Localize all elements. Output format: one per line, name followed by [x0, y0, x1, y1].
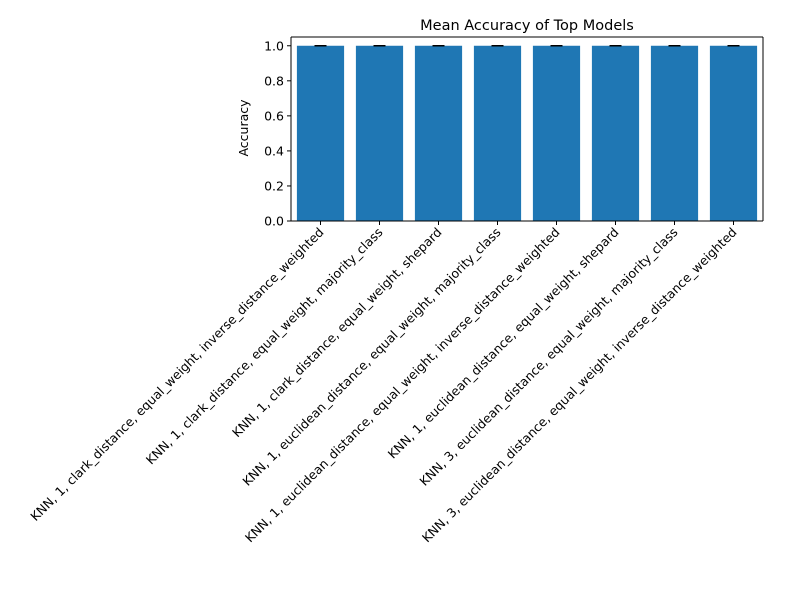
x-axis-ticks: KNN, 1, clark_distance, equal_weight, in…	[27, 221, 740, 545]
bar	[709, 45, 758, 222]
chart-title: Mean Accuracy of Top Models	[420, 18, 634, 34]
bar	[532, 45, 581, 222]
y-tick-label: 0.0	[264, 214, 284, 229]
y-tick-label: 0.8	[264, 73, 284, 88]
x-tick-label: KNN, 1, clark_distance, equal_weight, sh…	[229, 225, 445, 441]
y-tick-label: 0.4	[264, 143, 284, 158]
bars-group	[296, 45, 758, 222]
x-tick-label: KNN, 1, euclidean_distance, equal_weight…	[385, 225, 622, 462]
bar	[414, 45, 463, 222]
y-tick-label: 1.0	[264, 38, 284, 53]
bar	[591, 45, 640, 222]
x-tick-label: KNN, 1, clark_distance, equal_weight, in…	[27, 225, 326, 524]
bar	[473, 45, 522, 222]
bar	[296, 45, 345, 222]
y-tick-label: 0.2	[264, 178, 284, 193]
bar	[650, 45, 699, 222]
y-axis-ticks: 0.0 0.2 0.4 0.6 0.8 1.0	[264, 38, 291, 229]
axes-frame	[290, 36, 764, 222]
y-tick-label: 0.6	[264, 108, 284, 123]
y-axis-label: Accuracy	[236, 99, 251, 157]
bar	[355, 45, 404, 222]
